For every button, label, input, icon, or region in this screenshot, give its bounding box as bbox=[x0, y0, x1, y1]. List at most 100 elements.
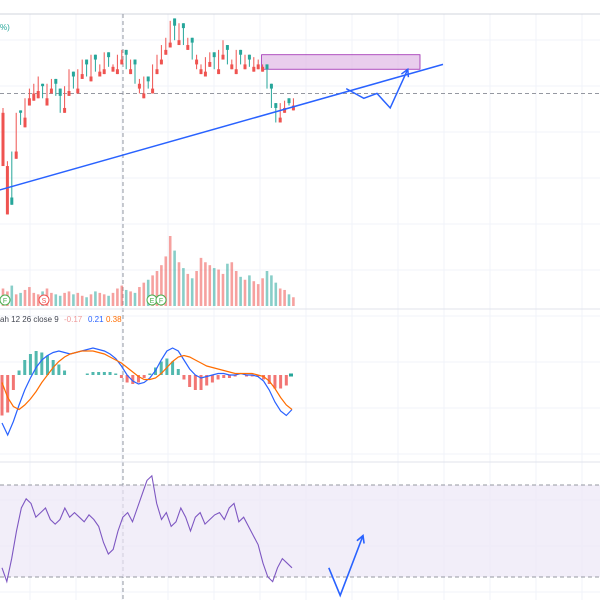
candle bbox=[261, 64, 265, 72]
candle-body bbox=[98, 71, 102, 77]
candle bbox=[208, 52, 212, 67]
volume-bar bbox=[111, 292, 115, 306]
macd-zero-marker bbox=[289, 373, 293, 377]
volume-bar bbox=[146, 279, 150, 306]
volume-bar bbox=[102, 294, 106, 306]
candle-body bbox=[195, 59, 199, 65]
resistance-zone bbox=[261, 54, 421, 70]
resistance-zone-layer[interactable] bbox=[261, 54, 421, 70]
candle bbox=[93, 54, 97, 72]
macd-histogram-bar bbox=[63, 370, 67, 375]
volume-bar bbox=[63, 292, 66, 306]
volume-bar bbox=[32, 292, 36, 306]
candle bbox=[107, 52, 111, 67]
candle bbox=[80, 59, 84, 79]
volume-bar bbox=[36, 294, 40, 306]
candle bbox=[137, 78, 141, 94]
candle bbox=[173, 18, 177, 41]
volume-bar bbox=[226, 263, 229, 306]
candle bbox=[195, 54, 199, 70]
candle bbox=[54, 78, 58, 96]
candle-body bbox=[278, 117, 282, 123]
volume-bar bbox=[230, 262, 234, 306]
candle-body bbox=[243, 64, 247, 70]
candle bbox=[32, 83, 36, 101]
candle-body bbox=[168, 42, 172, 48]
candle bbox=[14, 112, 18, 159]
candle-body bbox=[155, 69, 159, 75]
candle-body bbox=[107, 52, 111, 58]
volume-bar bbox=[19, 292, 22, 306]
candle-body bbox=[58, 88, 62, 96]
candle bbox=[283, 100, 287, 113]
volume-bar bbox=[107, 295, 110, 306]
candle-body bbox=[164, 49, 168, 55]
candle-body bbox=[23, 117, 27, 128]
volume-bar bbox=[50, 292, 53, 306]
candle-body bbox=[234, 69, 238, 75]
macd-histogram-bar bbox=[6, 375, 10, 413]
candle bbox=[203, 57, 207, 77]
candle bbox=[252, 57, 256, 72]
candle-body bbox=[283, 107, 287, 113]
event-label-text: F bbox=[159, 298, 163, 305]
event-label-circle bbox=[0, 294, 11, 306]
candle bbox=[269, 83, 273, 108]
volume-bar bbox=[287, 294, 291, 306]
candle bbox=[27, 88, 31, 106]
volume-bar bbox=[76, 292, 80, 306]
candle bbox=[89, 54, 93, 82]
volume-bar bbox=[155, 271, 159, 306]
volume-bar bbox=[23, 289, 27, 306]
volume-bar bbox=[270, 275, 273, 306]
volume-bar bbox=[133, 292, 137, 306]
candlestick-series[interactable] bbox=[1, 18, 295, 215]
header-fragment: %) bbox=[0, 23, 10, 32]
candle bbox=[76, 69, 80, 94]
macd-histogram-bar bbox=[131, 375, 135, 384]
rsi-line bbox=[1, 474, 293, 584]
candle-body bbox=[199, 69, 203, 75]
candle-body bbox=[63, 107, 67, 113]
event-label: F bbox=[0, 294, 11, 306]
candle-body bbox=[203, 71, 207, 77]
volume-bar bbox=[80, 295, 84, 306]
candle-body bbox=[137, 83, 141, 89]
candle-body bbox=[208, 61, 212, 67]
candle bbox=[186, 37, 190, 50]
candle bbox=[265, 64, 269, 89]
candle-body bbox=[261, 66, 265, 72]
candle-body bbox=[27, 98, 31, 106]
volume-bar bbox=[138, 287, 141, 306]
candle bbox=[23, 98, 27, 128]
macd-value-macd: 0.21 bbox=[88, 315, 104, 324]
volume-bar bbox=[248, 275, 251, 306]
candle bbox=[115, 54, 119, 75]
candle bbox=[67, 69, 71, 96]
candle bbox=[256, 59, 260, 70]
candle bbox=[120, 49, 124, 65]
candle-body bbox=[85, 59, 89, 65]
candle bbox=[199, 64, 203, 75]
volume-bar bbox=[14, 294, 18, 306]
candle-body bbox=[159, 59, 163, 65]
candle bbox=[221, 40, 225, 60]
rsi-band bbox=[0, 485, 600, 577]
macd-histogram-bar bbox=[57, 364, 61, 375]
trendline-layer[interactable] bbox=[0, 63, 444, 191]
candle-body bbox=[89, 76, 93, 82]
candle bbox=[124, 49, 128, 70]
macd-histogram-bar bbox=[119, 375, 123, 378]
support-trendline bbox=[0, 63, 444, 191]
candle bbox=[41, 83, 45, 99]
candle-body bbox=[252, 66, 256, 72]
macd-histogram-bar bbox=[193, 375, 197, 390]
volume-bar bbox=[98, 292, 102, 306]
candle-body bbox=[120, 59, 124, 65]
candle bbox=[58, 88, 62, 113]
macd-histogram-bar bbox=[28, 354, 32, 375]
volume-bar bbox=[292, 297, 295, 306]
candle-body bbox=[10, 197, 14, 205]
